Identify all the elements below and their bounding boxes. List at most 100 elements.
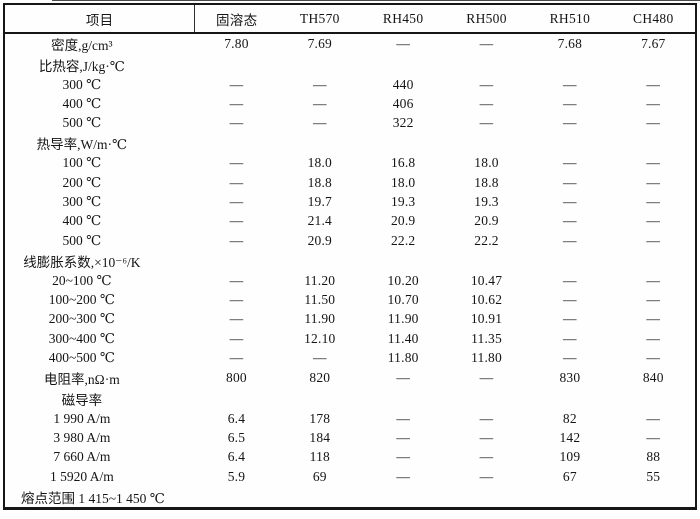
cell-value (445, 133, 528, 153)
cell-value: — (563, 76, 577, 92)
cell-value: 840 (642, 370, 664, 386)
cell-value: — (563, 232, 577, 248)
column-header-th570: TH570 (278, 5, 362, 34)
cell-value: 7.67 (641, 36, 666, 52)
cell-value: — (646, 95, 661, 111)
cell-value: 18.0 (390, 174, 416, 190)
table-row: 1 990 A/m 6.4 178 — — 82 — (5, 409, 695, 428)
cell-value: 11.90 (304, 311, 336, 327)
table-row: 300 ℃ — — 440 — — — (5, 75, 695, 94)
cell-value: 820 (309, 370, 331, 386)
cell-value: — (479, 468, 494, 484)
cell-value: — (229, 95, 244, 111)
cell-value (195, 54, 278, 74)
cell-value: — (229, 115, 244, 131)
row-label: 1 990 A/m (53, 410, 111, 426)
cell-value (445, 54, 528, 74)
cell-value: 18.0 (474, 155, 499, 171)
cell-value: 22.2 (474, 232, 499, 248)
cell-value: 7.69 (307, 36, 333, 52)
cell-value: 178 (309, 410, 331, 426)
cell-value (528, 251, 611, 271)
cell-value: — (312, 95, 327, 111)
table-row: 500 ℃ — — 322 — — — (5, 114, 695, 133)
cell-value (278, 388, 361, 408)
table-row: 200~300 ℃ — 11.90 11.90 10.91 — — (5, 310, 695, 329)
cell-value: — (479, 76, 494, 92)
column-header-rh450: RH450 (361, 5, 445, 34)
row-label: 磁导率 (61, 392, 103, 408)
cell-value: 10.91 (470, 311, 503, 327)
cell-value (278, 133, 361, 153)
cell-value: 82 (562, 410, 577, 426)
row-label: 密度,g/cm³ (51, 38, 113, 54)
cell-value: — (229, 330, 244, 346)
cell-value: 88 (646, 449, 661, 465)
cell-value: — (563, 194, 577, 210)
cell-value: — (229, 213, 244, 229)
cell-value: 20.9 (307, 232, 333, 248)
row-label: 300 ℃ (62, 194, 102, 210)
table-row: 200 ℃ — 18.8 18.0 18.8 — — (5, 173, 695, 192)
cell-value: 11.20 (304, 272, 336, 288)
row-label: 400 ℃ (62, 213, 102, 229)
cell-value: 67 (562, 468, 577, 484)
cell-value (195, 251, 278, 271)
cell-value: 10.70 (387, 292, 419, 308)
cell-value: 11.80 (471, 350, 502, 366)
cell-value: — (396, 449, 411, 465)
cell-value: — (312, 76, 327, 92)
row-label: 500 ℃ (62, 115, 102, 131)
table-row: 1 5920 A/m 5.9 69 — — 67 55 (5, 467, 695, 486)
cell-value: — (229, 292, 244, 308)
column-header-rh510: RH510 (528, 5, 612, 34)
cell-value: 16.8 (390, 155, 416, 171)
cell-value (361, 133, 444, 153)
table-row: 300 ℃ — 19.7 19.3 19.3 — — (5, 192, 695, 211)
table-row: 密度,g/cm³ 7.80 7.69 — — 7.68 7.67 (5, 33, 695, 54)
cell-value: 6.5 (227, 429, 246, 445)
cell-value: — (479, 95, 494, 111)
cell-value (278, 251, 361, 271)
cell-value: — (563, 272, 577, 288)
column-header-rh500: RH500 (444, 5, 529, 34)
row-label: 电阻率,nΩ·m (44, 372, 120, 388)
row-label: 比热容,J/kg·℃ (38, 58, 125, 74)
column-header-固溶态: 固溶态 (194, 5, 279, 34)
cell-value: — (479, 36, 494, 52)
cell-value (445, 251, 528, 271)
cell-value: 11.90 (387, 311, 419, 327)
row-label: 200~300 ℃ (48, 311, 116, 327)
cell-value (195, 388, 278, 408)
material-properties-table: 项目 固溶态 TH570 RH450 RH500 RH510 CH480 密度,g/cm³ 7… (5, 5, 695, 507)
cell-value (445, 388, 528, 408)
cell-value: 12.10 (304, 330, 336, 346)
cell-value (612, 54, 695, 74)
table-row: 熔点范围 1 415~1 450 ℃ (5, 486, 695, 507)
cell-value: 10.20 (387, 272, 419, 288)
cell-value: — (479, 429, 494, 445)
cell-value: 20.9 (390, 213, 416, 229)
cell-value (528, 54, 611, 74)
row-label: 300 ℃ (62, 76, 102, 92)
cell-value: 406 (392, 95, 414, 111)
row-label: 100~200 ℃ (48, 292, 116, 308)
row-label: 400~500 ℃ (48, 350, 116, 366)
cell-value: — (479, 370, 494, 386)
cell-value (612, 133, 695, 153)
table-row: 电阻率,nΩ·m 800 820 — — 830 840 (5, 368, 695, 388)
cell-value: 142 (559, 429, 581, 445)
cell-value (528, 388, 611, 408)
cell-value: — (312, 350, 327, 366)
row-label: 200 ℃ (62, 174, 102, 190)
cell-value: — (646, 350, 661, 366)
table-frame: 项目 固溶态 TH570 RH450 RH500 RH510 CH480 密度,g/cm³ 7… (3, 3, 697, 510)
cell-value: — (646, 115, 661, 131)
cell-value: — (479, 449, 494, 465)
top-rule-line (52, 0, 700, 1)
cell-value: 18.8 (474, 174, 499, 190)
cell-value: — (396, 36, 411, 52)
cell-value: 800 (226, 370, 247, 386)
cell-value: — (646, 311, 661, 327)
row-label: 20~100 ℃ (52, 272, 112, 288)
